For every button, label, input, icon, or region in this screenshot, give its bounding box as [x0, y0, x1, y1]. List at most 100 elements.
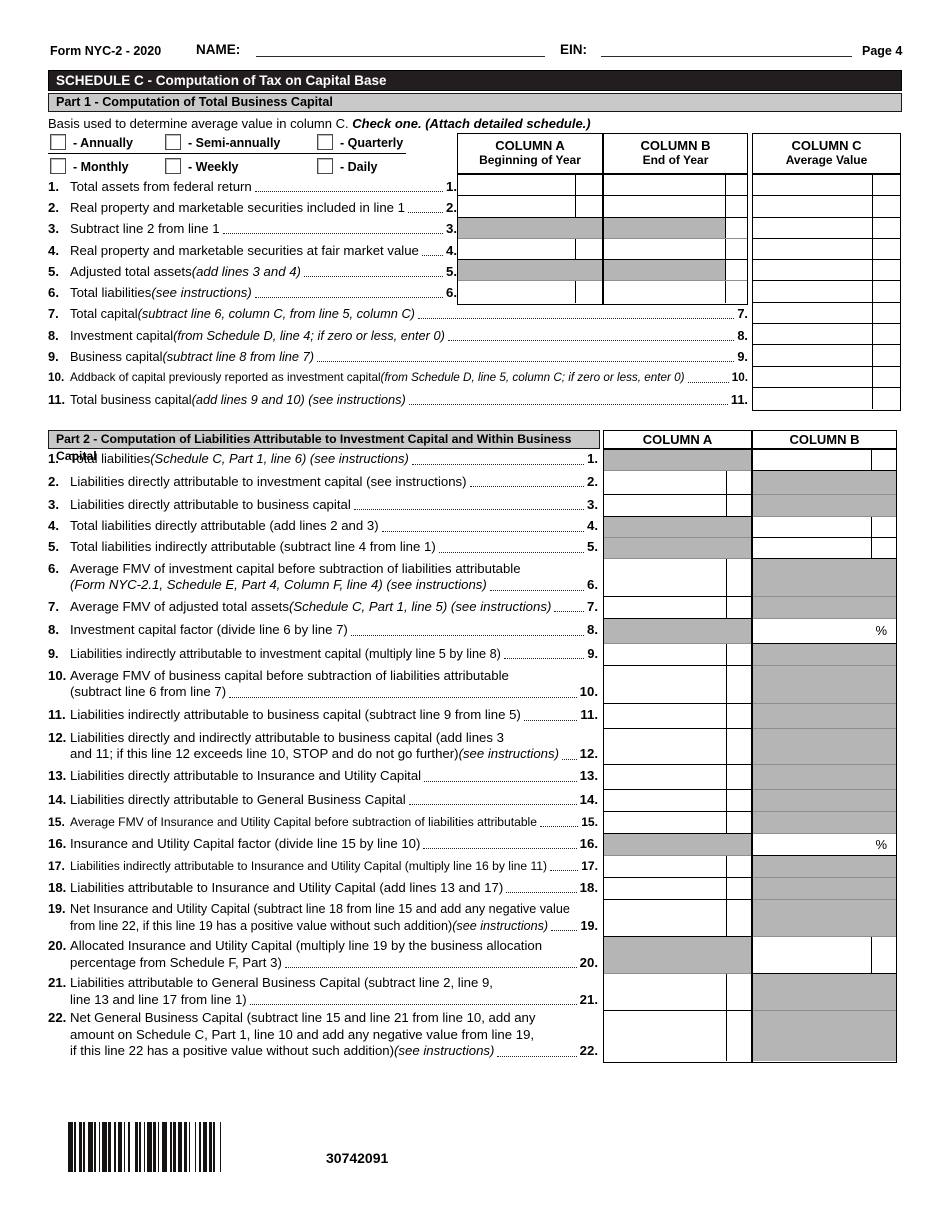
part2-row-22-label-dot-leader [497, 1055, 577, 1057]
checkbox-quarterly[interactable] [317, 134, 333, 150]
part1-col-c-cell-7[interactable] [753, 302, 900, 325]
ein-input-line[interactable] [601, 40, 852, 57]
part2-col-a-cell-19[interactable] [604, 900, 751, 937]
part2-col-a-cell-14[interactable] [604, 790, 751, 812]
part1-col-b-cell-2[interactable] [604, 196, 747, 218]
part1-col-a-cell-1[interactable] [458, 175, 602, 197]
checkbox-weekly[interactable] [165, 158, 181, 174]
part1-row-10-label-text-1-1: Addback of capital previously reported a… [70, 371, 381, 385]
part2-row-22-label-trailing-number: 22. [579, 1043, 598, 1059]
checkbox-daily[interactable] [317, 158, 333, 174]
part1-col-a-cell-4[interactable] [458, 238, 602, 261]
part1-col-b-cell-6[interactable] [604, 281, 747, 303]
part1-col-a-cell-6-cents-divider [575, 281, 576, 303]
part1-col-b-cell-1-cents-divider [725, 175, 726, 196]
checkbox-annually[interactable] [50, 134, 66, 150]
checkbox-monthly[interactable] [50, 158, 66, 174]
part1-row-8-label-dot-leader [447, 339, 735, 341]
part1-col-c-cell-9[interactable] [753, 345, 900, 367]
part2-row-21-label-line1: 21. Liabilities attributable to General B… [48, 975, 598, 992]
part2-row-3-label-dot-leader [353, 509, 584, 511]
part2-col-a-cell-9[interactable] [604, 644, 751, 666]
part2-col-a-cell-18[interactable] [604, 878, 751, 900]
part2-col-a-cell-1 [604, 450, 751, 471]
part1-row-6-label-line1: 6. Total liabilities (see instructions) 6. [48, 285, 457, 301]
part1-row-5-label-line1: 5. Adjusted total assets (add lines 3 and… [48, 264, 457, 280]
part2-col-b-cell-1[interactable] [753, 450, 896, 471]
part2-col-a-cell-12[interactable] [604, 729, 751, 765]
part2-row-9-label-dot-leader [503, 658, 585, 660]
checkbox-semi-annually[interactable] [165, 134, 181, 150]
part2-col-a-cell-7[interactable] [604, 597, 751, 619]
part2-row-6-label-trailing-number: 6. [587, 577, 598, 592]
part2-col-b-cell-5[interactable] [753, 538, 896, 559]
part2-col-a-cell-4-blocked [604, 517, 751, 537]
part1-col-c-cell-5[interactable] [753, 260, 900, 282]
part2-col-a-cell-11[interactable] [604, 704, 751, 729]
part2-row-20-label: 20. Allocated Insurance and Utility Capit… [48, 936, 598, 973]
part2-col-b-cell-4[interactable] [753, 517, 896, 538]
part1-col-c-cell-2[interactable] [753, 196, 900, 218]
part2-row-19-label: 19. Net Insurance and Utility Capital (su… [48, 899, 598, 936]
part2-col-b-cell-11 [753, 704, 896, 729]
part2-row-14-label-dot-leader [408, 804, 577, 806]
part2-row-5-label-dot-leader [438, 551, 584, 553]
part1-col-a-cell-6[interactable] [458, 281, 602, 303]
part1-col-c-cell-8[interactable] [753, 324, 900, 346]
part1-col-b-cell-1[interactable] [604, 175, 747, 197]
part2-col-a-cell-2[interactable] [604, 471, 751, 495]
part2-col-b-cell-20[interactable] [753, 937, 896, 974]
barcode-bar [139, 1122, 141, 1172]
part1-row-6-label: 6. Total liabilities (see instructions) 6. [48, 283, 457, 304]
part2-col-a-cell-22[interactable] [604, 1011, 751, 1061]
part2-col-a-cell-3[interactable] [604, 495, 751, 517]
part1-col-c-cell-10[interactable] [753, 366, 900, 388]
part1-col-a-cell-2[interactable] [458, 196, 602, 218]
part2-col-b-cell-19 [753, 900, 896, 937]
part2-col-a-cell-4 [604, 517, 751, 538]
part1-col-a-header: COLUMN A Beginning of Year [457, 133, 603, 174]
part2-col-a-cell-10[interactable] [604, 666, 751, 704]
part1-row-1-label-line1: 1. Total assets from federal return 1. [48, 179, 457, 195]
part1-row-1-label-number: 1. [48, 178, 59, 194]
checkbox-label-annually: - Annually [73, 136, 133, 150]
part1-row-6-label-number: 6. [48, 285, 59, 301]
part2-row-15-label-text-1-1: Average FMV of Insurance and Utility Cap… [70, 814, 537, 829]
part1-col-c-cell-4[interactable] [753, 238, 900, 261]
part1-col-b-cell-4[interactable] [604, 238, 747, 261]
part2-col-b-cell-8[interactable]: % [753, 619, 896, 644]
barcode-bar [188, 1122, 191, 1172]
barcode-bar [157, 1122, 160, 1172]
part1-col-c-cell-6[interactable] [753, 281, 900, 303]
part2-row-4-label-text-1-1: Total liabilities directly attributable … [70, 518, 379, 534]
part2-row-13-label-text-1-1: Liabilities directly attributable to Ins… [70, 768, 422, 784]
part2-col-a-cell-11-cents-divider [726, 704, 727, 728]
part1-row-11-label-dot-leader [408, 403, 728, 405]
name-label: NAME: [196, 42, 241, 57]
name-input-line[interactable] [256, 40, 545, 57]
part2-col-a-cell-21[interactable] [604, 974, 751, 1011]
part2-col-b-cell-16[interactable]: % [753, 834, 896, 856]
part2-col-a-cell-13[interactable] [604, 765, 751, 790]
part2-row-3-label-number: 3. [48, 496, 59, 512]
barcode-bar [177, 1122, 183, 1172]
barcode-bar [88, 1122, 93, 1172]
part1-col-c-cell-3[interactable] [753, 217, 900, 239]
checkbox-label-weekly: - Weekly [188, 160, 239, 174]
part2-col-a-cell-6[interactable] [604, 559, 751, 597]
part1-row-4-label-line1: 4. Real property and marketable securitie… [48, 243, 457, 259]
part1-col-b-body [603, 174, 748, 305]
part2-row-4-label: 4. Total liabilities directly attributabl… [48, 516, 598, 537]
part2-col-a-cell-15[interactable] [604, 812, 751, 834]
part2-row-6-label-text-1-1: Average FMV of investment capital before… [70, 560, 521, 576]
part1-col-a-body [457, 174, 603, 305]
part2-col-b-cell-10 [753, 666, 896, 704]
part2-row-15-label-trailing-number: 15. [581, 814, 598, 829]
part2-col-a-cell-17[interactable] [604, 856, 751, 878]
part1-row-11-label-text-1-2: (add lines 9 and 10) (see instructions) [191, 391, 406, 407]
part2-row-17-label-text-1-1: Liabilities indirectly attributable to I… [70, 858, 548, 873]
part1-col-c-cell-11[interactable] [753, 387, 900, 410]
part1-row-7-label-text-1-1: Total capital [70, 306, 138, 322]
part1-col-c-cell-1[interactable] [753, 175, 900, 197]
part1-row-4-label-number: 4. [48, 242, 59, 258]
